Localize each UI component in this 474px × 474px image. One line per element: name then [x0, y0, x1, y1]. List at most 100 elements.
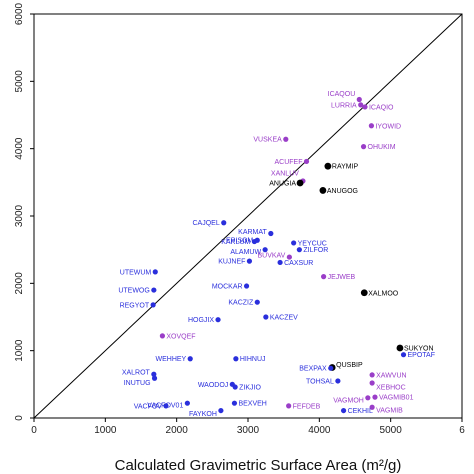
data-point	[251, 238, 258, 245]
data-point	[328, 365, 334, 371]
point-label: XOVQEF	[166, 333, 195, 340]
x-tick-label: 5000	[380, 425, 403, 436]
data-point	[365, 395, 371, 401]
data-point	[356, 96, 362, 103]
point-label: BUVKAV	[257, 253, 285, 260]
point-label: RAYMIP	[332, 164, 359, 171]
data-point	[372, 394, 378, 400]
point-label: XANLUV	[271, 170, 299, 177]
data-point	[151, 287, 157, 293]
data-point	[232, 384, 238, 390]
point-label: CEKHIL	[348, 408, 373, 415]
x-tick-label: 3000	[237, 425, 260, 436]
point-label: KARLUM	[221, 239, 250, 246]
point-label: WEHHEY	[155, 356, 186, 363]
point-label: XEBHOC	[376, 384, 406, 391]
point-label: TOHSAL	[306, 378, 334, 385]
point-label: VACFOV	[134, 403, 163, 410]
point-label: ALAMUW	[230, 249, 261, 256]
point-label: OHUKIM	[368, 144, 396, 151]
point-label: KARMAT	[238, 229, 267, 236]
point-label: BEXPAX	[299, 366, 327, 373]
point-label: XALROT	[122, 370, 151, 377]
point-label: JEJWEB	[328, 274, 356, 281]
point-label: ICAQIO	[369, 104, 394, 111]
data-point	[268, 230, 274, 237]
data-point	[151, 371, 157, 377]
data-point	[286, 254, 292, 260]
data-point	[340, 407, 347, 414]
x-tick-label: 4000	[308, 425, 331, 436]
data-point	[254, 299, 260, 305]
data-point	[218, 407, 224, 414]
point-label: ANUGIA	[269, 181, 296, 188]
point-label: INUTUG	[124, 380, 151, 387]
data-point	[368, 123, 375, 129]
point-label: ZIKJIO	[239, 385, 261, 392]
point-label: VAGMIB	[376, 408, 403, 415]
data-point	[362, 104, 368, 110]
point-label: ICAQOU	[328, 91, 356, 98]
data-point	[187, 356, 193, 362]
data-point	[400, 352, 407, 358]
point-label: ANUGOG	[327, 188, 358, 195]
points-layer: ICAQOU LURRIA ICAQIO IYOWID VUSKEA OHUKIM ACUF…	[118, 91, 435, 418]
x-tick-label: 6	[459, 425, 465, 436]
point-label: FEFDEB	[293, 403, 321, 410]
y-tick-label: 4000	[14, 137, 25, 160]
data-point	[233, 356, 239, 362]
x-tick-label: 2000	[166, 425, 189, 436]
point-label: KACZEV	[270, 315, 298, 322]
point-label: SUKYON	[404, 345, 434, 352]
data-point	[369, 372, 375, 378]
reference-line	[33, 13, 463, 419]
point-label: CAJQEL	[193, 220, 220, 227]
y-tick-label: 6000	[14, 2, 25, 25]
point-label: EPOTAF	[408, 352, 435, 359]
point-label: VACFOV01	[147, 403, 183, 410]
point-label: MOCKAR	[212, 284, 243, 291]
data-point	[296, 247, 302, 253]
y-tick-label: 1000	[14, 339, 25, 362]
point-label: UTEWOG	[118, 288, 150, 295]
data-point	[360, 289, 368, 297]
point-label: UTEWUM	[120, 269, 152, 276]
data-point	[184, 400, 190, 406]
y-tick-label: 5000	[14, 70, 25, 93]
point-label: EPISOM	[226, 238, 253, 245]
plot-area: 0 1000 2000 3000 4000 5000 6 0 1000 2000 3000 4000 5…	[14, 2, 465, 436]
data-point	[263, 314, 269, 320]
point-label: QUSBIP	[336, 362, 363, 369]
data-point	[231, 400, 238, 406]
point-label: HOGJIX	[188, 317, 214, 324]
data-point	[150, 302, 156, 308]
point-label: WAODOJ	[198, 382, 228, 389]
point-label: ZILFOR	[303, 247, 328, 254]
point-label: YEYCUC	[298, 240, 327, 247]
data-point	[262, 247, 268, 253]
x-tick-label: 1000	[94, 425, 117, 436]
point-label: KACZIZ	[228, 300, 254, 307]
point-label: XALMOO	[368, 290, 399, 297]
data-point	[246, 258, 253, 264]
data-point	[283, 136, 289, 142]
point-label: VUSKEA	[253, 137, 282, 144]
point-label: XAWVUN	[376, 372, 406, 379]
data-point	[163, 403, 169, 409]
y-tick-label: 3000	[14, 204, 25, 227]
data-point	[303, 158, 310, 165]
point-label: BEXVEH	[238, 401, 266, 408]
data-point	[324, 162, 332, 170]
point-label: VAGMOH	[333, 397, 364, 404]
point-label: KUJNEF	[218, 259, 245, 266]
data-point	[243, 283, 250, 289]
point-label: LURRIA	[331, 102, 357, 109]
point-label: ACUFEF	[274, 159, 302, 166]
point-label: VAGMIB01	[379, 395, 414, 402]
data-point	[358, 102, 364, 108]
x-axis-title: Calculated Gravimetric Surface Area (m²/…	[115, 457, 402, 474]
point-label: FAYKOH	[189, 411, 217, 418]
data-point	[221, 220, 227, 226]
data-point	[319, 187, 327, 194]
